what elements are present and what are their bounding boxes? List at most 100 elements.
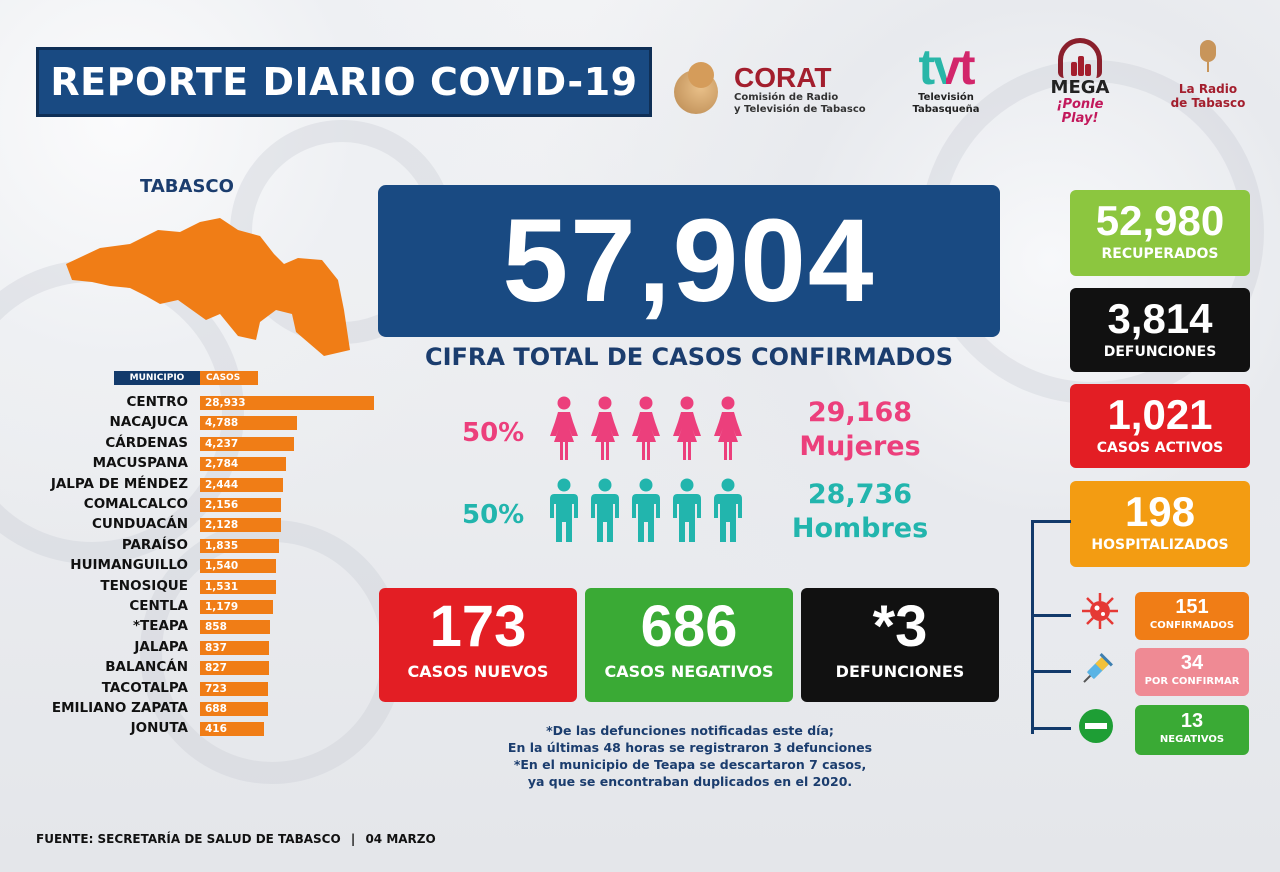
state-label: TABASCO bbox=[140, 176, 234, 197]
cases-value: 688 bbox=[205, 703, 227, 715]
total-cases-value: 57,904 bbox=[502, 195, 876, 327]
hosp-negative-label: NEGATIVOS bbox=[1159, 734, 1225, 745]
report-title: REPORTE DIARIO COVID-19 bbox=[50, 60, 638, 104]
tvt-subtitle-1: Televisión bbox=[918, 92, 974, 103]
mega-name: MEGA bbox=[1050, 77, 1110, 98]
report-date: 04 MARZO bbox=[365, 832, 436, 846]
woman-icon bbox=[550, 396, 578, 460]
cases-bar bbox=[200, 457, 286, 472]
note-line-1: *De las defunciones notificadas este día… bbox=[546, 723, 834, 738]
man-icon bbox=[591, 478, 619, 542]
women-stats: 29,168 Mujeres bbox=[780, 396, 940, 464]
corat-subtitle-2: y Televisión de Tabasco bbox=[734, 104, 866, 115]
table-row: COMALCALCO 2,156 bbox=[0, 496, 400, 512]
cases-bar bbox=[200, 722, 264, 737]
daily-deaths-card: *3 DEFUNCIONES bbox=[801, 588, 999, 702]
radio-line-2: de Tabasco bbox=[1170, 96, 1246, 110]
active-cases-value: 1,021 bbox=[1107, 391, 1213, 438]
hospitalized-card: 198 HOSPITALIZADOS bbox=[1070, 481, 1250, 567]
cases-bar bbox=[200, 579, 277, 594]
cases-value: 28,933 bbox=[205, 397, 246, 409]
cases-value: 2,784 bbox=[205, 458, 239, 471]
cases-value: 1,531 bbox=[205, 580, 239, 593]
cases-value: 1,179 bbox=[205, 601, 239, 613]
hosp-pending-card: 34 POR CONFIRMAR bbox=[1135, 648, 1249, 696]
cases-bar bbox=[200, 681, 269, 696]
mega-tagline: ¡Ponle Play! bbox=[1056, 97, 1104, 126]
table-row: CÁRDENAS 4,237 bbox=[0, 435, 400, 451]
daily-deaths-value: *3 bbox=[872, 594, 928, 659]
cases-bar bbox=[200, 436, 295, 451]
total-deaths-card: 3,814 DEFUNCIONES bbox=[1070, 288, 1250, 372]
municipio-name: JALPA DE MÉNDEZ bbox=[50, 475, 188, 492]
woman-icon bbox=[591, 396, 619, 460]
total-deaths-value: 3,814 bbox=[1107, 295, 1213, 342]
man-icon bbox=[550, 478, 578, 542]
women-figures bbox=[549, 396, 743, 462]
municipio-name: HUIMANGUILLO bbox=[70, 557, 188, 574]
tvt-subtitle-2: Tabasqueña bbox=[912, 104, 980, 115]
footnotes: *De las defunciones notificadas este día… bbox=[440, 722, 940, 790]
cases-bar bbox=[200, 661, 270, 676]
table-row: JONUTA 416 bbox=[0, 720, 400, 737]
mega-logo: MEGA ¡Ponle Play! bbox=[1038, 38, 1122, 126]
cases-bar bbox=[200, 600, 273, 614]
cases-bar bbox=[200, 702, 268, 716]
negative-cases-label: CASOS NEGATIVOS bbox=[604, 662, 774, 681]
tvt-logo: tvt Televisión Tabasqueña bbox=[905, 42, 987, 116]
tabasco-map bbox=[66, 218, 350, 356]
cases-bar bbox=[200, 416, 298, 431]
source-text: FUENTE: SECRETARÍA DE SALUD DE TABASCO bbox=[36, 832, 341, 846]
cases-bar bbox=[200, 559, 277, 574]
radio-line-1: La Radio bbox=[1178, 82, 1238, 96]
active-cases-label: CASOS ACTIVOS bbox=[1096, 440, 1224, 456]
cases-value: 827 bbox=[205, 662, 227, 675]
col-casos: CASOS bbox=[200, 371, 258, 385]
note-line-2: En la últimas 48 horas se registraron 3 … bbox=[507, 740, 873, 755]
women-percent: 50% bbox=[462, 418, 525, 448]
corat-name: CORAT bbox=[734, 62, 832, 93]
municipio-name: MACUSPANA bbox=[92, 455, 188, 472]
municipio-name: NACAJUCA bbox=[109, 414, 188, 431]
municipio-name: TACOTALPA bbox=[101, 679, 188, 696]
hosp-pending-label: POR CONFIRMAR bbox=[1144, 676, 1240, 687]
microphone-icon bbox=[1197, 40, 1219, 76]
table-row: JALAPA 837 bbox=[0, 639, 400, 655]
cases-bar bbox=[200, 640, 270, 655]
hosp-confirmed-label: CONFIRMADOS bbox=[1149, 620, 1235, 631]
cases-value: 837 bbox=[205, 641, 227, 654]
note-line-4: ya que se encontraban duplicados en el 2… bbox=[527, 774, 853, 789]
municipio-name: CÁRDENAS bbox=[105, 434, 188, 451]
table-row: CENTRO 28,933 bbox=[0, 394, 400, 410]
cases-value: 2,128 bbox=[205, 519, 239, 532]
hosp-negative-card: 13 NEGATIVOS bbox=[1135, 705, 1249, 755]
table-row: EMILIANO ZAPATA 688 bbox=[0, 700, 400, 716]
woman-icon bbox=[714, 396, 742, 460]
footer-source: FUENTE: SECRETARÍA DE SALUD DE TABASCO |… bbox=[36, 832, 436, 846]
negative-cases-value: 686 bbox=[640, 594, 738, 659]
virus-icon bbox=[1082, 593, 1118, 629]
men-label: Hombres bbox=[791, 513, 929, 544]
men-count: 28,736 bbox=[807, 479, 913, 510]
headphones-icon bbox=[1058, 38, 1102, 78]
report-title-banner: REPORTE DIARIO COVID-19 bbox=[36, 47, 652, 117]
recovered-card: 52,980 RECUPERADOS bbox=[1070, 190, 1250, 276]
corat-subtitle-1: Comisión de Radio bbox=[734, 92, 839, 103]
man-icon bbox=[673, 478, 701, 542]
table-row: TACOTALPA 723 bbox=[0, 680, 400, 696]
municipio-name: TENOSIQUE bbox=[100, 577, 188, 594]
men-figures bbox=[549, 478, 743, 544]
municipios-table-header: MUNICIPIO CASOS bbox=[114, 371, 258, 385]
municipio-name: CUNDUACÁN bbox=[91, 516, 188, 533]
hospitalized-value: 198 bbox=[1124, 488, 1196, 535]
cases-value: 416 bbox=[205, 723, 227, 736]
active-cases-card: 1,021 CASOS ACTIVOS bbox=[1070, 384, 1250, 468]
municipio-name: *TEAPA bbox=[132, 618, 188, 635]
men-stats: 28,736 Hombres bbox=[780, 478, 940, 546]
cases-bar bbox=[200, 538, 279, 553]
cases-bar bbox=[200, 396, 374, 410]
hospitalized-label: HOSPITALIZADOS bbox=[1091, 537, 1229, 553]
man-icon bbox=[714, 478, 742, 542]
total-cases-box: 57,904 bbox=[378, 185, 1000, 337]
cases-value: 1,540 bbox=[205, 560, 239, 573]
